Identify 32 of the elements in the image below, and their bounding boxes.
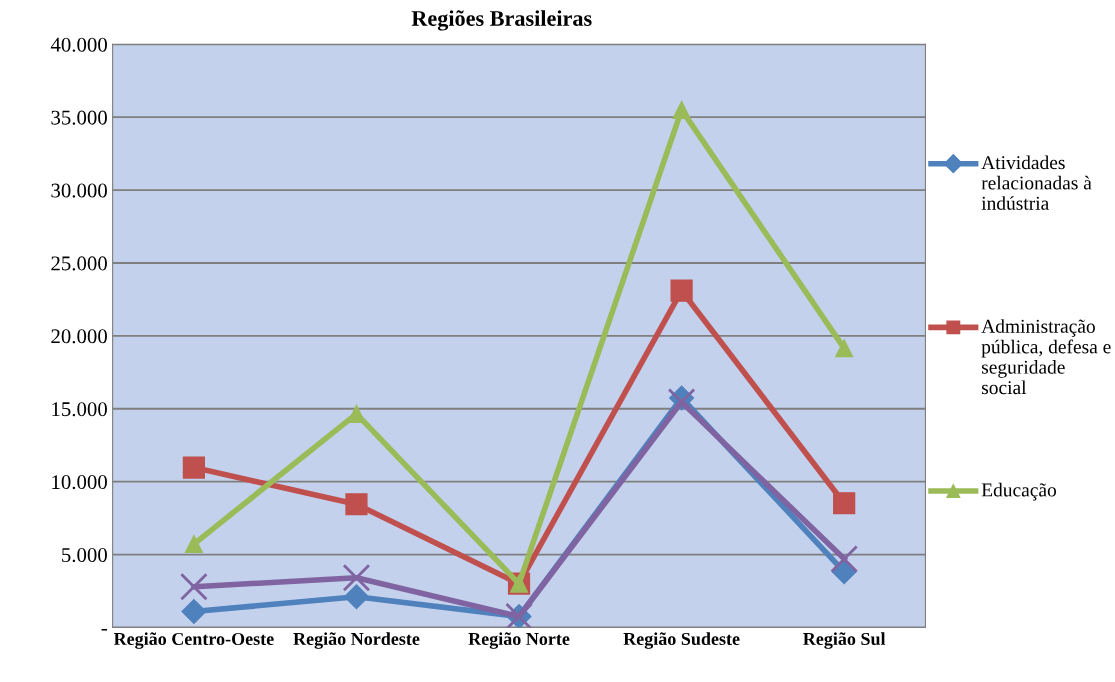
point <box>830 545 859 573</box>
x-tick-label: Região Sudeste <box>623 632 740 649</box>
point <box>833 492 856 515</box>
legend-label: Administração pública, defesa e seguridade social <box>981 319 1111 395</box>
y-tick-label: - <box>101 628 107 631</box>
chart-title: Regiões Brasileiras <box>411 10 592 31</box>
legend-label: Atividades relacionadas à indústria <box>981 155 1092 210</box>
y-tick-label: 40.000 <box>50 37 107 52</box>
point <box>672 100 691 119</box>
point <box>670 279 693 302</box>
y-tick-label: 20.000 <box>51 329 107 344</box>
y-tick-label: 35.000 <box>51 110 107 125</box>
point <box>667 388 696 416</box>
x-tick-label: Região Norte <box>468 632 570 649</box>
point <box>343 584 369 610</box>
point <box>342 563 371 592</box>
y-tick-label: 30.000 <box>51 183 107 198</box>
x-tick-label: Região Centro-Oeste <box>113 632 274 649</box>
x-tick-label: Região Sul <box>803 632 886 649</box>
y-tick-label: 25.000 <box>51 256 107 271</box>
point <box>835 339 854 358</box>
y-tick-label: 10.000 <box>52 475 107 490</box>
point <box>182 456 206 479</box>
y-tick-label: 5.000 <box>62 547 107 563</box>
point <box>180 572 208 601</box>
x-tick-label: Região Nordeste <box>293 632 420 649</box>
point <box>345 493 368 516</box>
legend-label: Educação <box>981 482 1057 501</box>
point <box>181 599 207 625</box>
point <box>347 404 366 423</box>
y-tick-label: 15.000 <box>52 402 107 417</box>
point <box>184 535 203 554</box>
